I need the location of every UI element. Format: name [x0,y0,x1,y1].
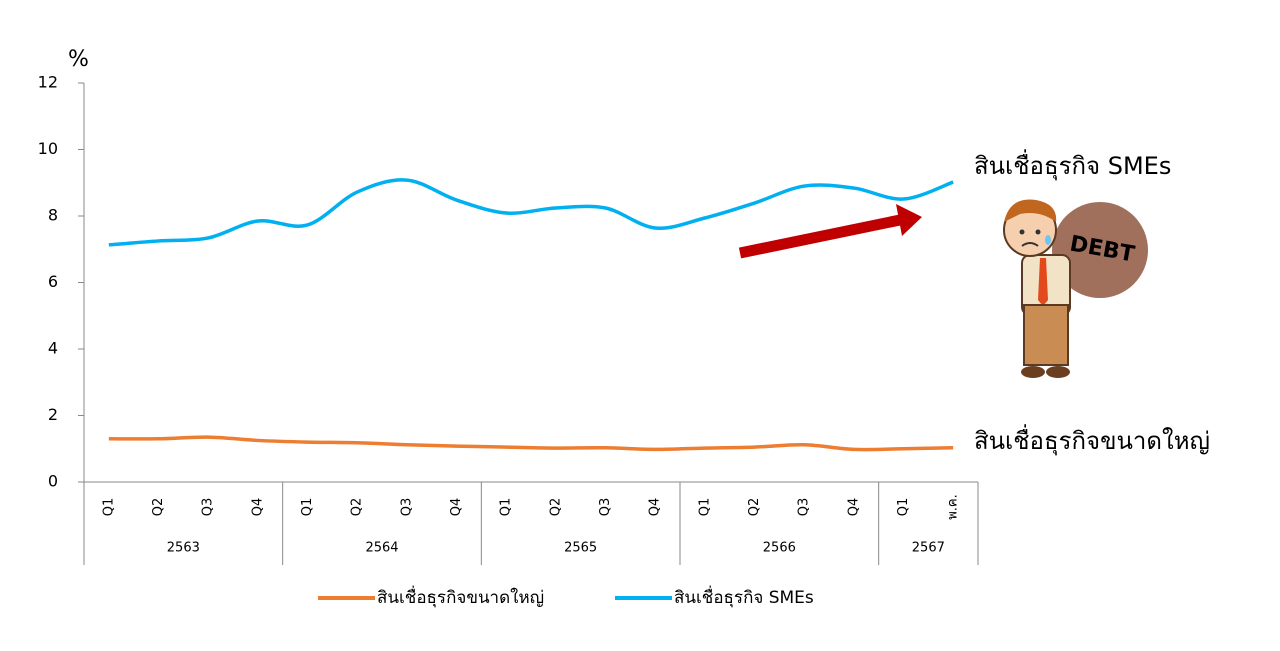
x-group-label: 2565 [564,541,597,556]
y-tick-label: 0 [48,472,58,491]
series-end-label: สินเชื่อธุรกิจ SMEs [974,149,1171,181]
x-tick-label: Q3 [797,498,812,517]
debt-cartoon: DEBT [1003,199,1148,378]
series-line [108,178,954,247]
x-group-label: 2564 [365,541,398,556]
x-tick-label: Q2 [350,498,365,517]
y-unit: % [68,47,89,72]
legend-label: สินเชื่อธุรกิจขนาดใหญ่ [377,585,544,608]
x-group-label: 2563 [167,541,200,556]
x-tick-label: พ.ค. [946,494,961,520]
series-line [108,435,954,452]
y-tick-label: 2 [48,405,58,424]
x-tick-label: Q4 [648,498,663,517]
y-tick-label: 10 [38,139,58,158]
legend-label: สินเชื่อธุรกิจ SMEs [674,585,814,608]
y-tick-label: 12 [38,73,58,92]
x-tick-label: Q2 [548,498,563,517]
y-tick-label: 6 [48,272,58,291]
x-tick-label: Q4 [449,498,464,517]
x-tick-label: Q3 [598,498,613,517]
x-tick-label: Q1 [697,498,712,517]
x-tick-label: Q4 [250,498,265,517]
trend-arrow [738,204,922,259]
x-tick-label: Q2 [151,498,166,517]
x-group-label: 2567 [912,541,945,556]
x-tick-label: Q3 [399,498,414,517]
x-tick-label: Q1 [101,498,116,517]
series-end-label: สินเชื่อธุรกิจขนาดใหญ่ [974,424,1210,456]
x-tick-label: Q3 [201,498,216,517]
x-tick-label: Q1 [499,498,514,517]
x-tick-label: Q4 [846,498,861,517]
x-tick-label: Q1 [896,498,911,517]
x-tick-label: Q2 [747,498,762,517]
y-tick-label: 8 [48,206,58,225]
x-tick-label: Q1 [300,498,315,517]
y-tick-label: 4 [48,339,58,358]
x-group-label: 2566 [763,541,796,556]
